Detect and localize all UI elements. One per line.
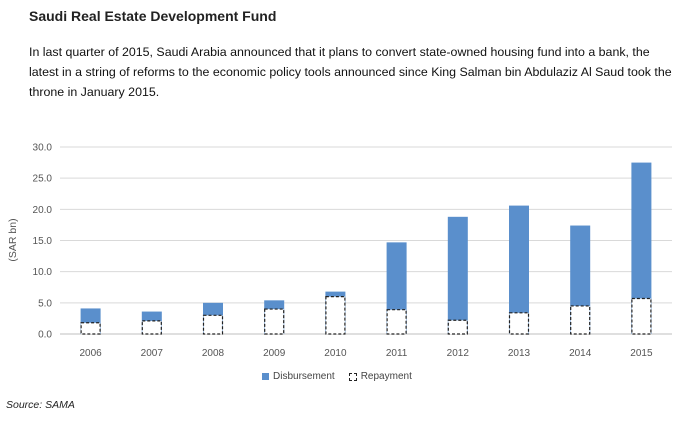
chart-title: Saudi Real Estate Development Fund [29, 8, 277, 24]
legend-label-repayment: Repayment [360, 371, 412, 382]
bar-repayment-2015 [631, 297, 652, 335]
x-tick-label: 2008 [202, 348, 225, 359]
legend-swatch-repayment [348, 372, 357, 381]
x-tick-label: 2012 [447, 348, 470, 359]
y-tick-label: 30.0 [33, 143, 53, 154]
x-tick-label: 2013 [508, 348, 531, 359]
x-tick-label: 2011 [386, 348, 408, 359]
x-tick-label: 2015 [630, 348, 653, 359]
legend-label-disbursement: Disbursement [273, 371, 335, 382]
bar-disbursement-2013 [509, 205, 529, 334]
bar-disbursement-2015 [631, 162, 652, 334]
description-paragraph: In last quarter of 2015, Saudi Arabia an… [29, 45, 672, 99]
chart-legend: Disbursement Repayment [262, 371, 426, 382]
x-axis-ticks: 2006 2007 2008 2009 2010 2011 2012 2013 2014 2015 [79, 348, 652, 359]
bar-repayment-2008 [202, 314, 224, 335]
bar-disbursement-2012 [447, 216, 468, 334]
source-note: Source: SAMA [6, 399, 75, 411]
x-tick-label: 2014 [569, 348, 592, 359]
x-tick-label: 2006 [79, 348, 102, 359]
bar-repayment-2011 [386, 309, 407, 335]
y-axis-ticks: 0.0 5.0 10.0 15.0 20.0 25.0 30.0 [33, 143, 53, 341]
legend-swatch-disbursement [262, 373, 269, 380]
y-tick-label: 20.0 [33, 205, 53, 216]
y-tick-label: 15.0 [33, 236, 53, 247]
bars [80, 162, 652, 335]
x-tick-label: 2010 [324, 348, 347, 359]
gridlines [60, 146, 672, 335]
bar-repayment-2010 [325, 296, 346, 335]
bar-repayment-2014 [570, 305, 591, 335]
bar-repayment-2007 [141, 320, 162, 335]
x-tick-label: 2007 [141, 348, 164, 359]
y-tick-label: 0.0 [38, 330, 52, 341]
y-axis-label: (SAR bn) [7, 218, 19, 261]
y-tick-label: 25.0 [33, 174, 53, 185]
x-tick-label: 2009 [263, 348, 286, 359]
bar-repayment-2006 [80, 322, 101, 335]
y-tick-label: 5.0 [38, 298, 52, 309]
bar-repayment-2012 [447, 319, 468, 335]
bar-repayment-2009 [264, 308, 285, 335]
bar-repayment-2013 [508, 312, 530, 335]
y-tick-label: 10.0 [33, 267, 53, 278]
